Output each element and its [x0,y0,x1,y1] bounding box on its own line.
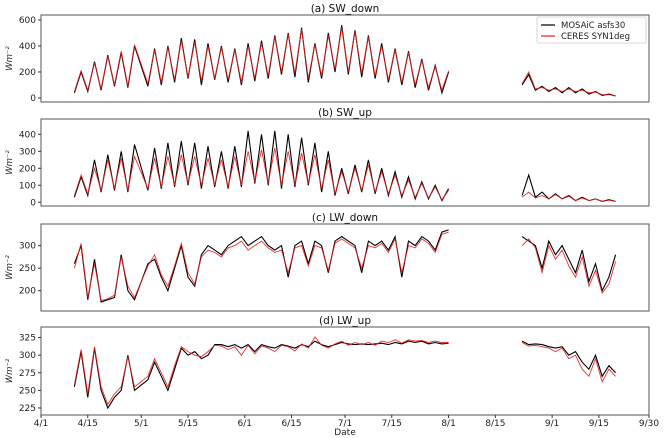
x-tick-label: 6/15 [281,419,301,429]
axes-frame [40,118,650,207]
series-line-ceres-syn1deg [73,147,616,202]
x-tick-label: 7/1 [338,419,352,429]
y-tick-label: 200 [19,287,36,297]
series-line-mosaic-asfs30 [73,130,616,202]
axes-frame [40,326,650,416]
legend-label: MOSAiC asfs30 [561,21,625,31]
y-tick-label: 300 [19,351,36,361]
y-tick-label: 400 [19,42,36,52]
series-line-mosaic-asfs30 [73,229,617,303]
y-axis-label: Wm⁻² [5,358,15,383]
x-tick-label: 9/30 [639,419,659,429]
y-tick-label: 600 [19,16,36,26]
legend-box [536,16,647,44]
x-tick-label: 6/1 [238,419,252,429]
y-tick-label: 225 [19,404,36,414]
x-tick-label: 4/1 [34,419,48,429]
series-line-ceres-syn1deg [73,231,617,302]
y-tick-label: 100 [19,181,36,191]
y-tick-label: 0 [30,94,36,104]
y-tick-label: 200 [19,164,36,174]
y-axis-label: Wm⁻² [5,255,15,280]
x-tick-label: 4/15 [78,419,98,429]
x-tick-label: 9/15 [589,419,609,429]
x-axis-label: Date [334,428,356,438]
axes-frame [40,223,650,312]
y-tick-label: 300 [19,147,36,157]
y-tick-label: 200 [19,68,36,78]
y-tick-label: 400 [19,130,36,140]
series-line-ceres-syn1deg [73,27,616,97]
axes-frame [40,14,650,103]
legend-label: CERES SYN1deg [561,32,630,42]
y-tick-label: 250 [19,386,36,396]
panel-title: (a) SW_down [311,3,380,15]
y-axis-label: Wm⁻² [5,150,15,175]
x-tick-label: 8/1 [441,419,455,429]
y-tick-label: 0 [30,198,36,208]
x-tick-label: 5/15 [178,419,198,429]
x-tick-label: 7/15 [382,419,402,429]
y-axis-label: Wm⁻² [5,46,15,71]
y-tick-label: 250 [19,264,36,274]
panel-title: (b) SW_up [318,107,372,119]
x-tick-label: 9/1 [545,419,559,429]
y-tick-label: 325 [19,334,36,344]
y-tick-label: 275 [19,369,36,379]
x-tick-label: 5/1 [134,419,148,429]
x-tick-label: 8/15 [485,419,505,429]
y-tick-label: 300 [19,242,36,252]
series-line-ceres-syn1deg [73,336,616,406]
series-line-mosaic-asfs30 [73,340,617,410]
panel-title: (d) LW_up [319,315,371,327]
panel-title: (c) LW_down [312,212,378,224]
